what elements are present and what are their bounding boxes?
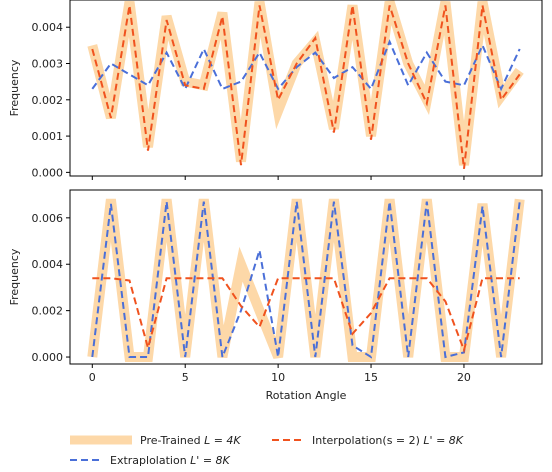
legend-label-extrapolation-math: L' = 8K <box>190 454 230 467</box>
bottom-xtick-label: 15 <box>364 371 378 384</box>
top-ytick-label: 0.000 <box>32 166 64 179</box>
top-ylabel: Frequency <box>8 59 21 116</box>
top-panel: 0.000 0.001 0.002 0.003 0.004 Frequency <box>8 0 543 180</box>
bottom-xlabel: Rotation Angle <box>266 389 347 402</box>
legend-label-interpolation-text: Interpolation(s = 2) <box>312 434 423 447</box>
top-series-extrapolation <box>91 39 521 92</box>
bottom-series-interpolation <box>92 277 520 354</box>
legend-label-pretrained-text: Pre-Trained <box>140 434 204 447</box>
top-ytick-label: 0.001 <box>32 130 64 143</box>
bottom-ylabel: Frequency <box>8 248 21 305</box>
legend-label-interpolation-math: L' = 8K <box>423 434 463 447</box>
legend-label-extrapolation: Extraplolation L' = 8K <box>110 454 231 467</box>
bottom-axes-frame <box>69 189 543 365</box>
bottom-panel: 0.000 0.002 0.004 0.006 0 5 10 15 20 Frequency Rot… <box>8 189 543 402</box>
bottom-xtick-label: 20 <box>457 371 471 384</box>
bottom-ytick-label: 0.006 <box>32 212 64 225</box>
bottom-xtick-label: 10 <box>271 371 285 384</box>
top-ytick-label: 0.004 <box>32 21 64 34</box>
bottom-plot-area <box>87 198 525 362</box>
bottom-series-extrapolation <box>91 201 521 359</box>
bottom-ytick-label: 0.000 <box>32 351 64 364</box>
top-ytick-label: 0.003 <box>32 58 64 71</box>
bottom-ytick-label: 0.002 <box>32 305 64 318</box>
top-ytick-label: 0.002 <box>32 94 64 107</box>
top-series-interpolation <box>91 5 521 169</box>
legend-label-pretrained: Pre-Trained L = 4K <box>140 434 241 447</box>
legend: Pre-Trained L = 4K Interpolation(s = 2) … <box>70 434 464 467</box>
legend-label-interpolation: Interpolation(s = 2) L' = 8K <box>312 434 464 447</box>
legend-label-extrapolation-text: Extraplolation <box>110 454 190 467</box>
top-axes-frame <box>69 0 543 177</box>
bottom-xtick-label: 0 <box>89 371 96 384</box>
top-plot-area <box>87 0 524 169</box>
legend-label-pretrained-math: L = 4K <box>204 434 241 447</box>
bottom-xtick-label: 5 <box>182 371 189 384</box>
bottom-ytick-label: 0.004 <box>32 258 64 271</box>
